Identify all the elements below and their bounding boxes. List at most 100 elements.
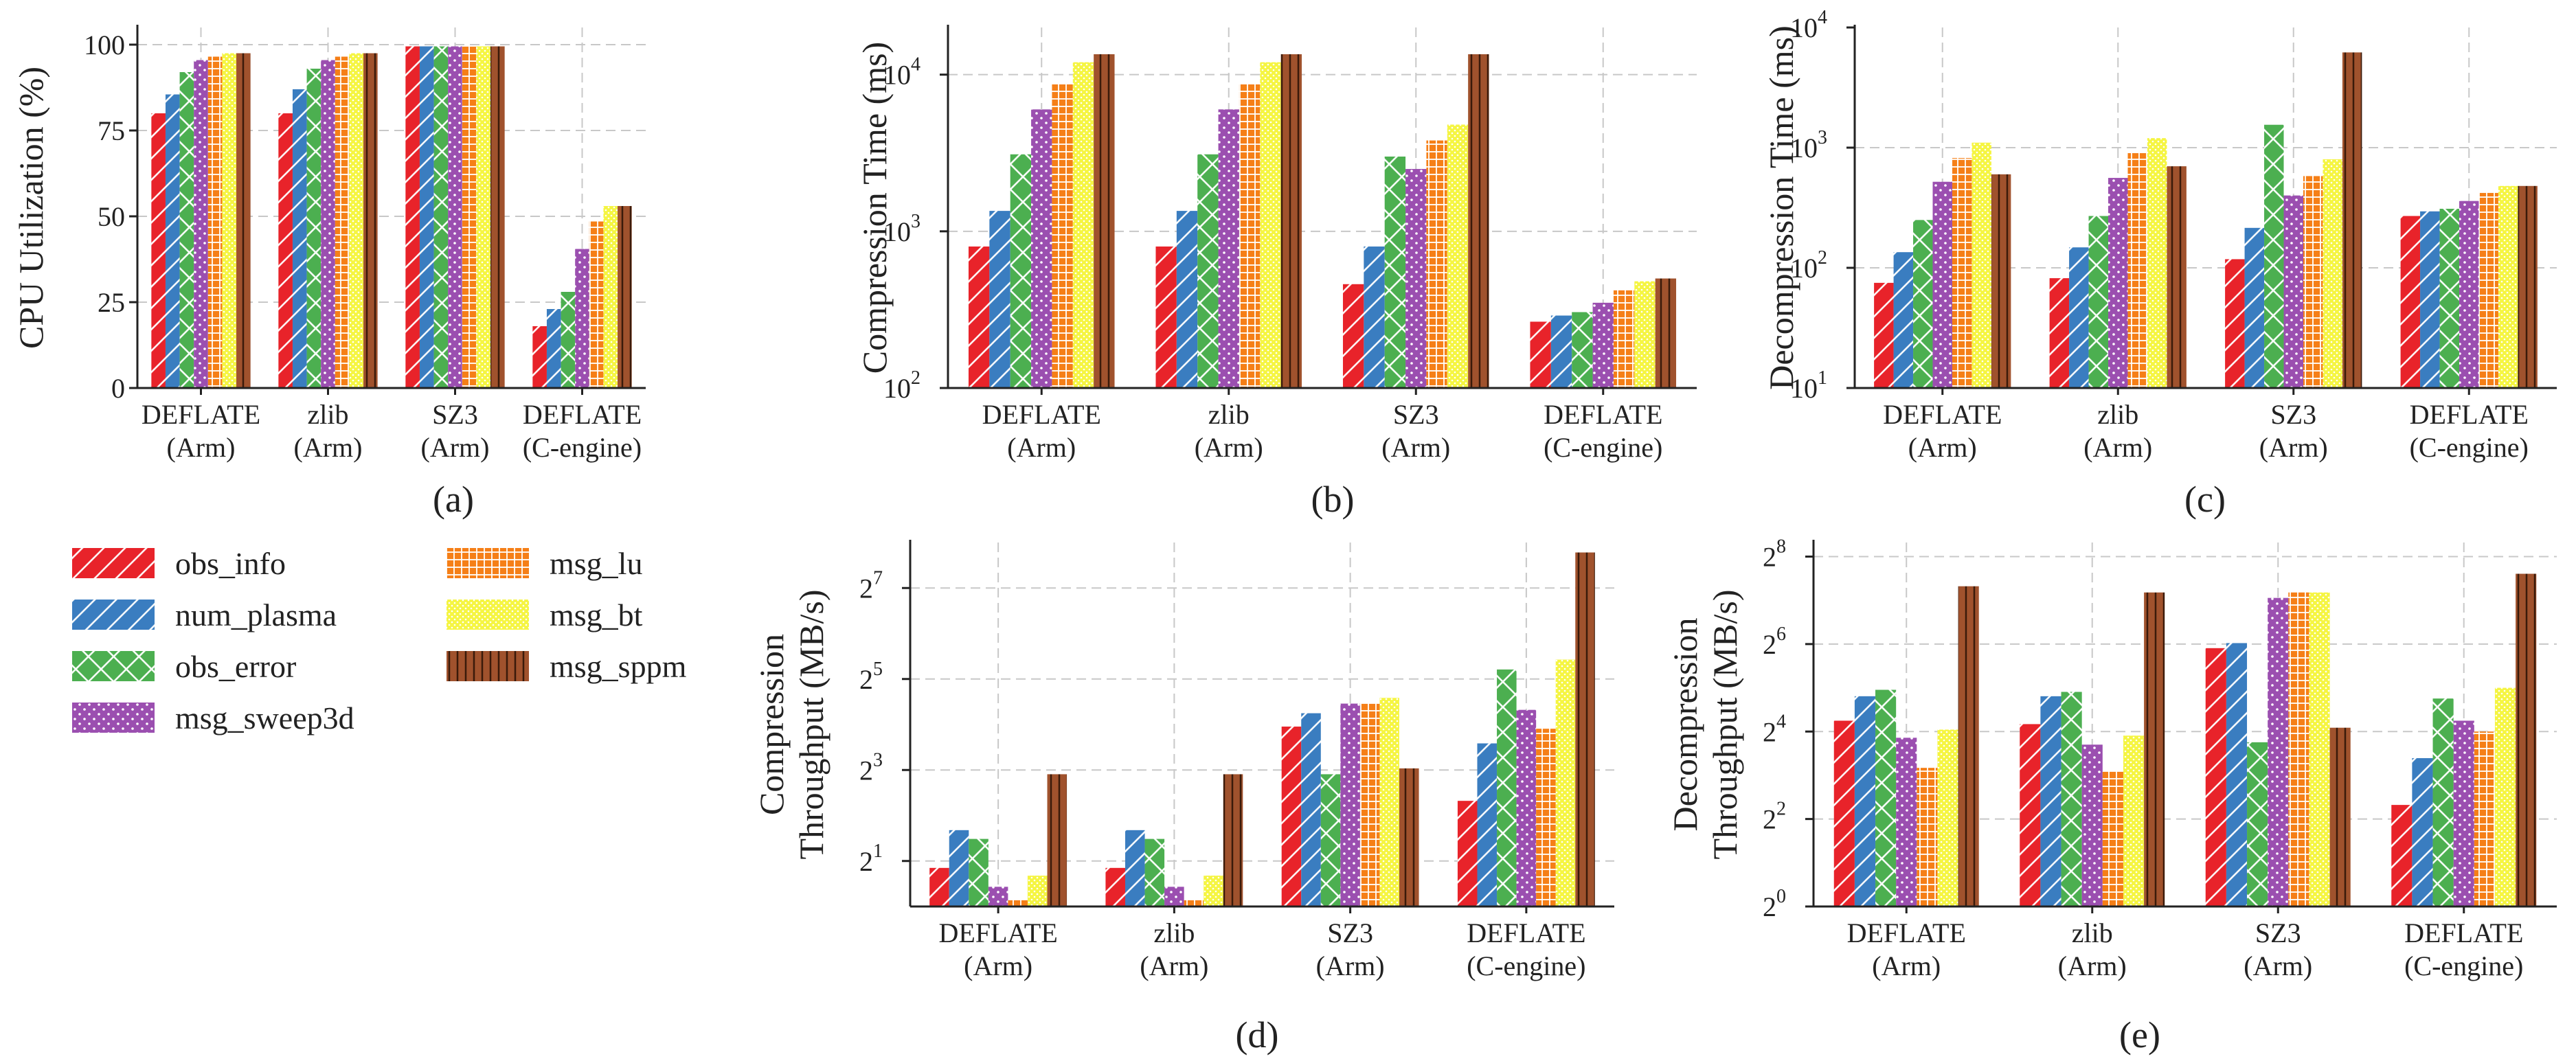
chart-3: 21232527DEFLATE(Arm)zlib(Arm)SZ3(Arm)DEF… bbox=[752, 540, 1614, 1056]
bar-msg_sweep3d-3 bbox=[2453, 720, 2474, 906]
y-tick-label: 27 bbox=[859, 567, 883, 604]
bar-msg_lu-2 bbox=[2288, 592, 2309, 906]
bar-obs_info-0 bbox=[968, 246, 990, 388]
bar-msg_lu-0 bbox=[1008, 900, 1028, 906]
x-tick-label: DEFLATE bbox=[1883, 399, 2002, 430]
charts: 0255075100DEFLATE(Arm)zlib(Arm)SZ3(Arm)D… bbox=[12, 7, 2557, 1056]
legend-swatch bbox=[72, 651, 155, 681]
bar-msg_sweep3d-2 bbox=[1340, 703, 1360, 906]
y-tick-label: 102 bbox=[883, 367, 920, 404]
bar-num_plasma-2 bbox=[1301, 713, 1321, 906]
bar-msg_sppm-3 bbox=[2516, 573, 2537, 906]
y-tick-label: 23 bbox=[859, 749, 883, 786]
bar-obs_info-3 bbox=[532, 326, 547, 388]
x-tick-label: (C-engine) bbox=[1467, 950, 1585, 981]
x-tick-label: DEFLATE bbox=[1544, 399, 1662, 430]
bar-msg_sppm-0 bbox=[1047, 774, 1067, 906]
legend-label: msg_lu bbox=[550, 546, 642, 581]
bar-num_plasma-3 bbox=[546, 309, 561, 388]
bar-obs_error-1 bbox=[2088, 216, 2109, 388]
legend-label: obs_error bbox=[175, 649, 296, 684]
bar-msg_lu-1 bbox=[2127, 153, 2147, 388]
bar-obs_error-2 bbox=[1384, 156, 1406, 389]
y-tick-label: 25 bbox=[98, 287, 125, 318]
bar-msg_lu-0 bbox=[1052, 83, 1073, 389]
bar-msg_sppm-2 bbox=[1468, 54, 1489, 388]
panel-label: (d) bbox=[1236, 1014, 1279, 1056]
bar-msg_bt-2 bbox=[2309, 592, 2330, 906]
legend-item-obs_error: obs_error bbox=[72, 649, 296, 684]
chart-0: 0255075100DEFLATE(Arm)zlib(Arm)SZ3(Arm)D… bbox=[12, 25, 646, 520]
bar-msg_lu-0 bbox=[207, 56, 223, 388]
y-tick-label: 102 bbox=[1790, 247, 1827, 284]
bar-msg_sweep3d-2 bbox=[448, 46, 462, 388]
bar-obs_info-2 bbox=[405, 46, 420, 388]
bar-msg_sppm-1 bbox=[1223, 774, 1243, 906]
bar-num_plasma-1 bbox=[292, 89, 307, 388]
y-tick-label: 28 bbox=[1763, 536, 1786, 573]
bar-msg_bt-2 bbox=[1379, 698, 1400, 906]
x-tick-label: (Arm) bbox=[167, 432, 236, 463]
bar-msg_sppm-2 bbox=[2329, 727, 2351, 906]
y-tick-label: 24 bbox=[1763, 711, 1786, 747]
bar-num_plasma-3 bbox=[1477, 743, 1498, 906]
legend-item-num_plasma: num_plasma bbox=[72, 597, 337, 632]
bar-obs_error-2 bbox=[2264, 124, 2284, 388]
bar-msg_bt-3 bbox=[1555, 659, 1576, 906]
bar-obs_error-1 bbox=[2061, 692, 2082, 906]
legend-label: obs_info bbox=[175, 546, 286, 581]
bar-obs_info-3 bbox=[1457, 801, 1478, 906]
bar-msg_bt-2 bbox=[476, 46, 491, 388]
bar-num_plasma-2 bbox=[2226, 643, 2248, 906]
bar-obs_info-1 bbox=[2020, 724, 2041, 906]
bar-msg_sweep3d-3 bbox=[575, 249, 589, 388]
legend-item-obs_info: obs_info bbox=[72, 546, 286, 581]
x-tick-label: (Arm) bbox=[1381, 432, 1450, 463]
bar-num_plasma-2 bbox=[1364, 246, 1385, 388]
x-tick-label: DEFLATE bbox=[142, 399, 260, 430]
legend-label: msg_sweep3d bbox=[175, 700, 354, 735]
bar-msg_sppm-1 bbox=[1280, 54, 1302, 388]
bar-num_plasma-1 bbox=[2069, 247, 2089, 388]
x-tick-label: (Arm) bbox=[2244, 950, 2312, 981]
y-tick-label: 100 bbox=[84, 30, 125, 60]
bar-msg_lu-1 bbox=[335, 56, 350, 388]
panel-label: (c) bbox=[2184, 479, 2226, 520]
x-tick-label: SZ3 bbox=[2270, 399, 2316, 430]
bar-obs_error-1 bbox=[1197, 154, 1219, 389]
bar-msg_sweep3d-1 bbox=[1164, 887, 1184, 906]
bar-obs_info-0 bbox=[929, 867, 949, 906]
x-tick-label: DEFLATE bbox=[938, 917, 1057, 948]
y-axis-title: Compression bbox=[752, 634, 791, 815]
x-tick-label: zlib bbox=[2097, 399, 2138, 430]
bar-obs_info-2 bbox=[1281, 727, 1302, 906]
legend-swatch bbox=[447, 651, 529, 681]
bar-obs_error-0 bbox=[179, 72, 194, 388]
x-tick-label: (Arm) bbox=[964, 950, 1032, 981]
bar-msg_lu-2 bbox=[2303, 176, 2323, 388]
bar-obs_error-3 bbox=[1572, 312, 1593, 388]
chart-1: 102103104DEFLATE(Arm)zlib(Arm)SZ3(Arm)DE… bbox=[855, 25, 1697, 520]
x-tick-label: DEFLATE bbox=[1847, 917, 1966, 948]
x-tick-label: DEFLATE bbox=[2410, 399, 2529, 430]
bar-num_plasma-0 bbox=[1854, 696, 1876, 906]
bar-msg_bt-1 bbox=[2123, 735, 2145, 906]
x-tick-label: (Arm) bbox=[294, 432, 363, 463]
x-tick-label: DEFLATE bbox=[982, 399, 1101, 430]
bar-obs_info-0 bbox=[1833, 720, 1855, 906]
x-tick-label: (Arm) bbox=[1872, 950, 1941, 981]
bar-msg_lu-2 bbox=[1426, 140, 1447, 388]
y-tick-label: 104 bbox=[883, 54, 920, 91]
bar-msg_sppm-1 bbox=[2144, 592, 2165, 906]
bar-obs_error-3 bbox=[1497, 669, 1517, 906]
bar-msg_bt-3 bbox=[2498, 185, 2518, 388]
bar-obs_error-3 bbox=[561, 292, 576, 388]
bar-num_plasma-3 bbox=[2412, 757, 2433, 906]
bar-msg_bt-3 bbox=[1634, 281, 1656, 388]
bar-msg_sweep3d-0 bbox=[1932, 181, 1952, 388]
legend-swatch bbox=[72, 548, 155, 578]
legend-item-msg_sweep3d: msg_sweep3d bbox=[72, 700, 354, 735]
bar-msg_sppm-3 bbox=[618, 206, 632, 388]
bar-msg_bt-0 bbox=[1937, 729, 1958, 906]
bar-msg_sppm-2 bbox=[490, 46, 505, 388]
